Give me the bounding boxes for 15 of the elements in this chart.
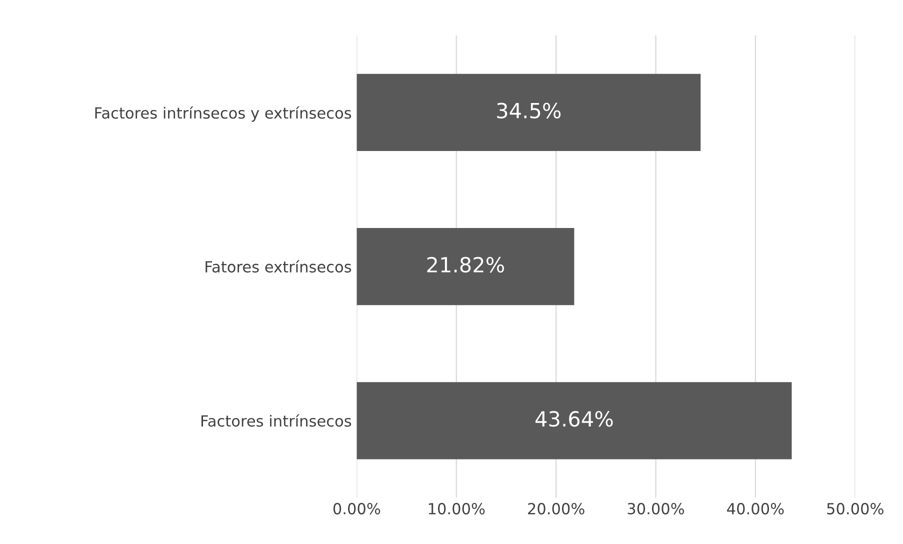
- data-label: 21.82%: [427, 256, 504, 273]
- x-tick-label: 0.00%: [333, 502, 380, 514]
- bar: [356, 382, 792, 460]
- data-label: 34.5%: [497, 102, 561, 118]
- bar: [356, 228, 574, 306]
- bar: [356, 74, 701, 151]
- data-label: 43.64%: [536, 410, 613, 427]
- y-tick-label: Factores intrínsecos y extrínsecos: [95, 106, 352, 122]
- x-tick-label: 30.00%: [628, 502, 684, 514]
- x-tick-label: 40.00%: [727, 502, 784, 514]
- x-tick-label: 50.00%: [827, 502, 884, 514]
- y-tick-label: Fatores extrínsecos: [206, 260, 352, 273]
- x-tick-label: 10.00%: [428, 502, 485, 514]
- x-tick-label: 20.00%: [528, 502, 584, 514]
- y-tick-label: Factores intrínsecos: [201, 414, 352, 427]
